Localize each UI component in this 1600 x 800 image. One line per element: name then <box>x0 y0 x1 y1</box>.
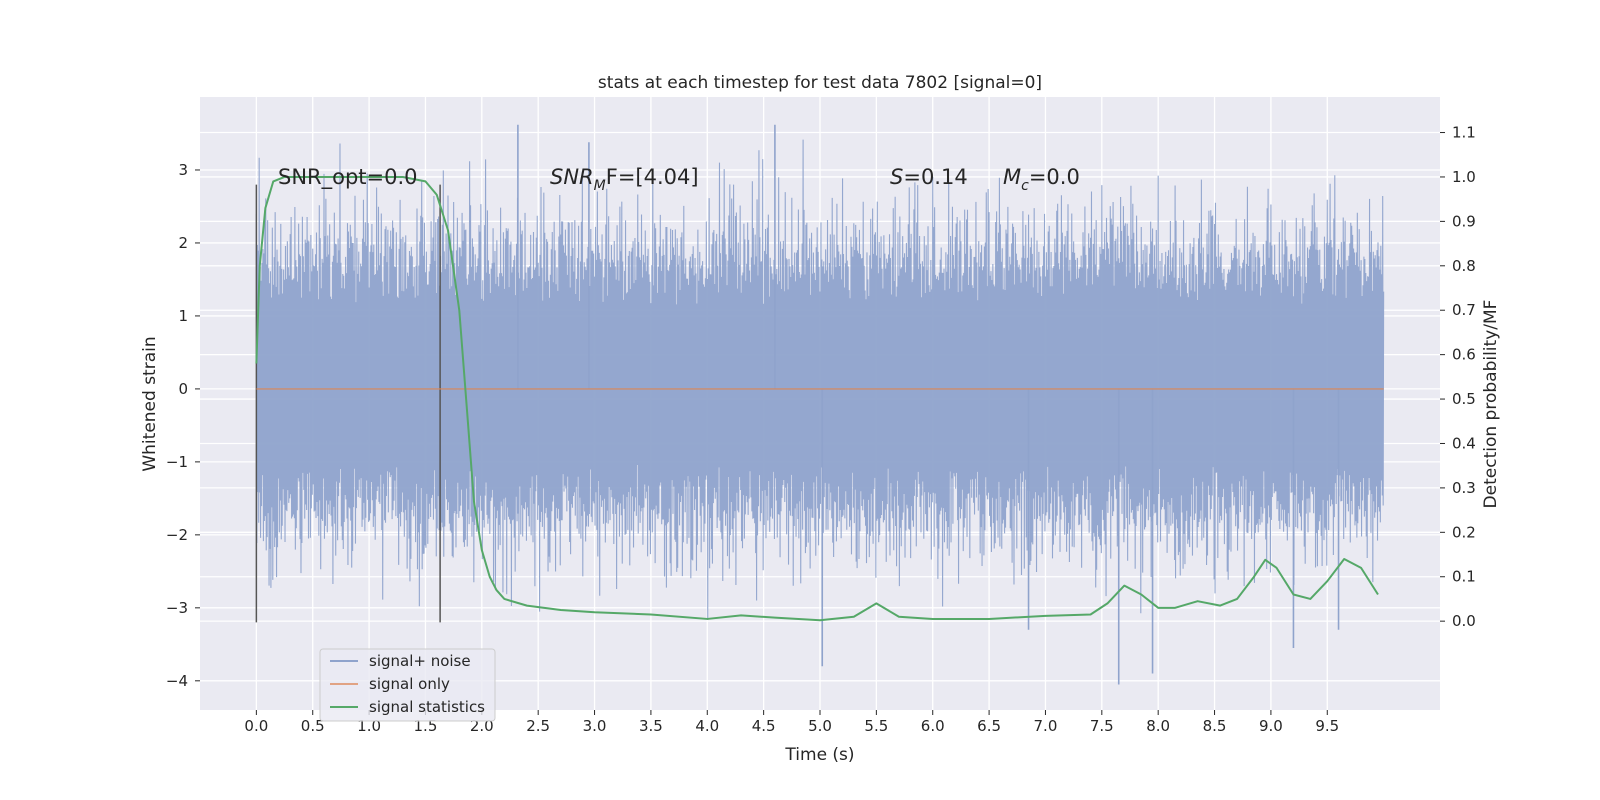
y-tick-label-7: −4 <box>166 672 188 690</box>
annotation-snr-mf-rest: F=[4.04] <box>606 165 699 189</box>
legend: signal+ noise signal only signal statist… <box>319 648 496 722</box>
x-tick-label-12: 6.0 <box>921 717 945 735</box>
signal-noise-series <box>255 124 1385 685</box>
y-tick-label-4: −1 <box>166 453 188 471</box>
annotation-snr-mf-main: SNR <box>550 165 594 189</box>
annotation-snr-opt: SNR_opt=0.0 <box>278 165 418 190</box>
y2-tick-label-6: 0.5 <box>1452 390 1476 408</box>
legend-label-noise: signal+ noise <box>369 652 471 670</box>
x-tick-label-17: 8.5 <box>1203 717 1227 735</box>
signal-statistics-line <box>255 175 1379 622</box>
x-axis-label: Time (s) <box>784 745 854 765</box>
y2-tick-label-4: 0.7 <box>1452 301 1476 319</box>
y2-axis-label: Detection probability/MF <box>1481 300 1501 509</box>
x-axis-ticks: 0.0 0.5 1.0 1.5 2.0 2.5 3.0 3.5 4.0 4.5 5.0 5.5 6.0 6… <box>244 710 1339 735</box>
y-tick-label-6: −3 <box>166 599 188 617</box>
y-tick-label-0: 3 <box>178 161 188 179</box>
y2-axis-ticks: 1.1 1.0 0.9 0.8 0.7 0.6 0.5 0.4 0.3 0.2 0.1 0.0 <box>1440 124 1476 630</box>
x-tick-label-14: 7.0 <box>1034 717 1058 735</box>
x-tick-label-19: 9.5 <box>1315 717 1339 735</box>
vertical-markers <box>255 184 441 623</box>
y2-tick-label-9: 0.2 <box>1452 523 1476 541</box>
annotation-mc-rest: =0.0 <box>1029 165 1080 189</box>
y2-tick-label-1: 1.0 <box>1452 168 1476 186</box>
x-tick-label-18: 9.0 <box>1259 717 1283 735</box>
annotation-snr-mf: SNRMF=[4.04] <box>550 165 699 194</box>
y-tick-label-1: 2 <box>178 234 188 252</box>
x-tick-label-9: 4.5 <box>752 717 776 735</box>
y-axis-ticks: 3 2 1 0 −1 −2 −3 −4 <box>166 161 200 690</box>
y-axis-label: Whitened strain <box>140 336 160 471</box>
annotation-mc-sub: c <box>1021 178 1029 194</box>
annotations: SNR_opt=0.0 SNRMF=[4.04] S=0.14 Mc=0.0 <box>278 165 1080 194</box>
legend-box <box>319 648 496 722</box>
signal-statistics-series <box>255 175 1379 622</box>
y-tick-label-3: 0 <box>178 380 188 398</box>
y2-tick-label-0: 1.1 <box>1452 124 1476 142</box>
x-tick-label-7: 3.5 <box>639 717 663 735</box>
annotation-snr-mf-sub: M <box>594 178 606 194</box>
chart-title: stats at each timestep for test data 780… <box>598 73 1042 93</box>
y2-tick-label-8: 0.3 <box>1452 479 1476 497</box>
y2-tick-label-3: 0.8 <box>1452 257 1476 275</box>
x-tick-label-13: 6.5 <box>977 717 1001 735</box>
y2-tick-label-10: 0.1 <box>1452 568 1476 586</box>
x-tick-label-16: 8.0 <box>1146 717 1170 735</box>
x-tick-label-1: 0.5 <box>301 717 325 735</box>
y-tick-label-2: 1 <box>178 307 188 325</box>
annotation-mc: Mc=0.0 <box>1003 165 1080 194</box>
x-tick-label-5: 2.5 <box>526 717 550 735</box>
x-tick-label-0: 0.0 <box>244 717 268 735</box>
noise-trace <box>255 139 1385 620</box>
y2-tick-label-5: 0.6 <box>1452 346 1476 364</box>
x-tick-label-11: 5.5 <box>864 717 888 735</box>
y2-tick-label-2: 0.9 <box>1452 212 1476 230</box>
y-tick-label-5: −2 <box>166 526 188 544</box>
x-tick-label-8: 4.0 <box>695 717 719 735</box>
annotation-mc-main: M <box>1003 165 1021 189</box>
legend-label-stats: signal statistics <box>369 698 485 716</box>
y2-tick-label-7: 0.4 <box>1452 434 1476 452</box>
annotation-s-main: S <box>890 165 903 189</box>
annotation-s: S=0.14 <box>890 165 968 189</box>
x-tick-label-15: 7.5 <box>1090 717 1114 735</box>
annotation-s-rest: =0.14 <box>903 165 967 189</box>
x-tick-label-10: 5.0 <box>808 717 832 735</box>
y2-tick-label-11: 0.0 <box>1452 612 1476 630</box>
x-tick-label-6: 3.0 <box>583 717 607 735</box>
legend-label-signal: signal only <box>369 675 450 693</box>
